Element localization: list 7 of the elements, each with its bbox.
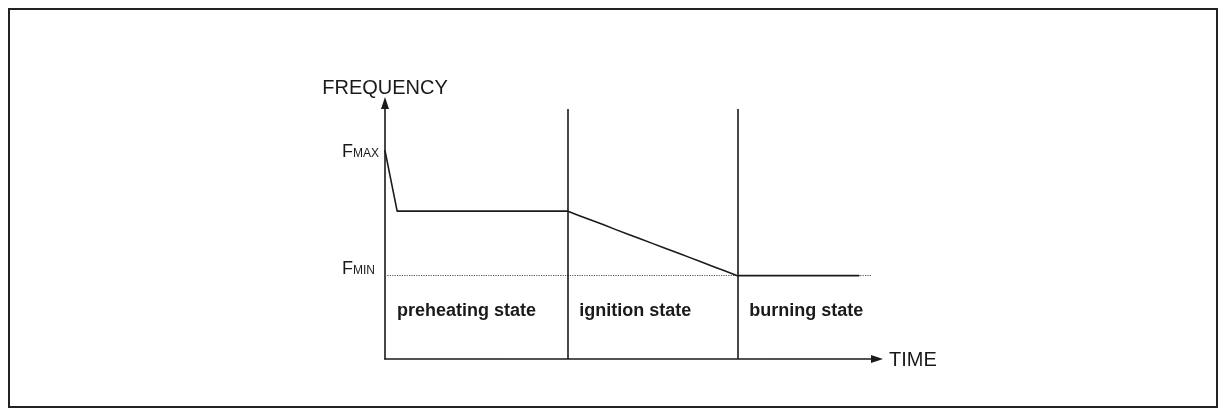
annotation: ignition state (579, 300, 692, 320)
y-axis-title: FREQUENCY (322, 76, 448, 98)
text: FMAX (341, 140, 379, 161)
x-axis-title: TIME (889, 348, 937, 370)
annotation: preheating state (397, 300, 537, 320)
ref-line-label: FMIN (342, 257, 375, 278)
annotation: burning state (749, 300, 864, 320)
